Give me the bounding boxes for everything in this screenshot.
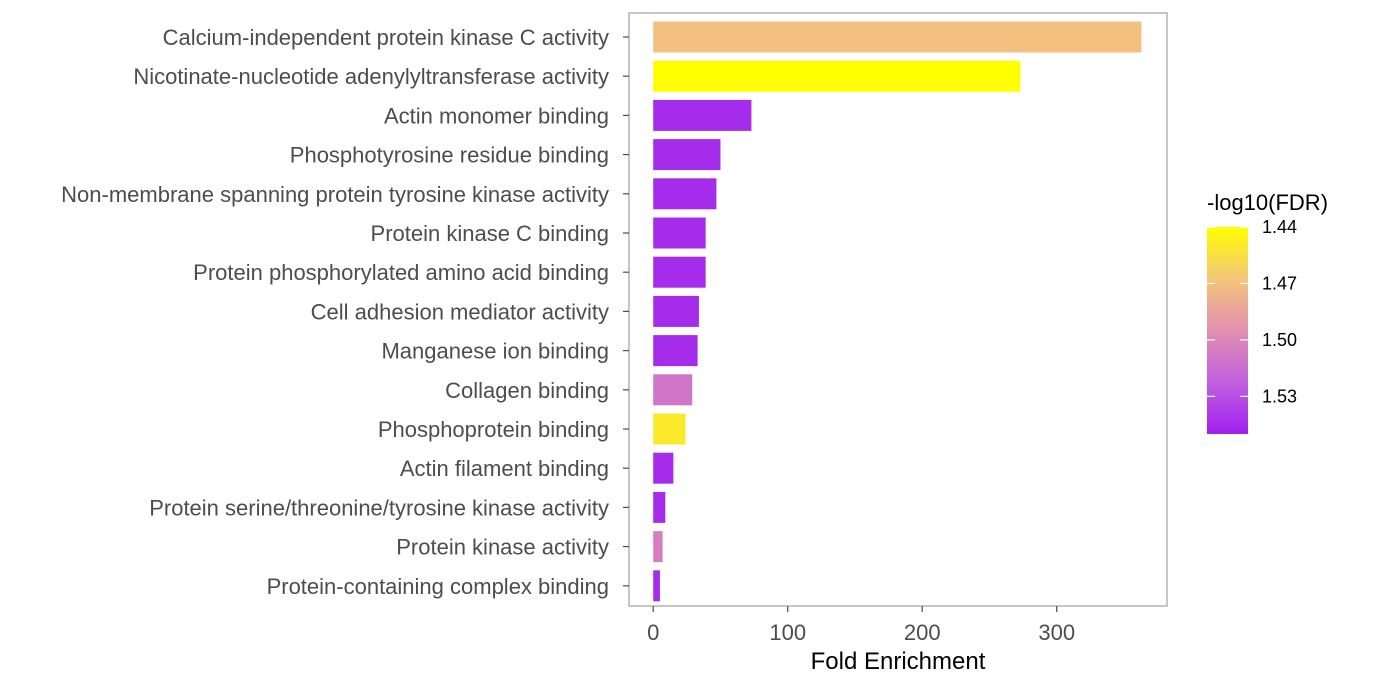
legend-colorbar bbox=[1207, 227, 1248, 434]
x-axis-title: Fold Enrichment bbox=[811, 648, 986, 675]
legend-tick-label: 1.53 bbox=[1262, 386, 1297, 406]
x-tick-label: 0 bbox=[647, 620, 659, 645]
category-label: Nicotinate-nucleotide adenylyltransferas… bbox=[133, 64, 609, 89]
bar bbox=[653, 21, 1142, 53]
x-axis-ticks bbox=[652, 606, 1058, 612]
x-tick-label: 200 bbox=[904, 620, 941, 645]
category-label: Protein kinase activity bbox=[396, 535, 609, 560]
legend-tick-label: 1.47 bbox=[1262, 273, 1297, 293]
category-label: Actin monomer binding bbox=[384, 103, 609, 128]
legend-title: -log10(FDR) bbox=[1207, 190, 1328, 215]
x-tick-label: 300 bbox=[1038, 620, 1075, 645]
category-label: Manganese ion binding bbox=[381, 339, 609, 364]
bar bbox=[653, 256, 706, 288]
category-label: Calcium-independent protein kinase C act… bbox=[163, 25, 609, 50]
x-axis-labels: 0 100 200 300 bbox=[647, 620, 1075, 645]
legend-tick-label: 1.50 bbox=[1262, 330, 1297, 350]
category-label: Phosphotyrosine residue binding bbox=[290, 143, 609, 168]
category-label: Cell adhesion mediator activity bbox=[311, 299, 609, 324]
category-label: Collagen binding bbox=[445, 378, 609, 403]
category-label: Phosphoprotein binding bbox=[378, 417, 609, 442]
bar bbox=[653, 99, 752, 131]
bar bbox=[653, 217, 706, 249]
category-label: Protein serine/threonine/tyrosine kinase… bbox=[149, 495, 609, 520]
bar bbox=[653, 335, 698, 367]
x-tick-label: 100 bbox=[769, 620, 806, 645]
bar bbox=[653, 295, 699, 327]
bar bbox=[653, 178, 717, 210]
category-label: Protein phosphorylated amino acid bindin… bbox=[193, 260, 609, 285]
bar bbox=[653, 452, 674, 484]
legend-tick-label: 1.44 bbox=[1262, 217, 1297, 237]
y-axis-ticks bbox=[623, 36, 629, 587]
category-label: Non-membrane spanning protein tyrosine k… bbox=[61, 182, 609, 207]
bar bbox=[653, 139, 721, 171]
category-label: Protein kinase C binding bbox=[371, 221, 609, 246]
bar bbox=[653, 570, 660, 602]
category-label: Protein-containing complex binding bbox=[267, 574, 609, 599]
bar bbox=[653, 491, 666, 523]
bar bbox=[653, 413, 686, 445]
y-axis-labels: Calcium-independent protein kinase C act… bbox=[61, 25, 609, 599]
bar bbox=[653, 531, 663, 563]
bar bbox=[653, 60, 1021, 92]
category-label: Actin filament binding bbox=[400, 456, 609, 481]
bars bbox=[653, 21, 1142, 602]
legend-ticks: 1.44 1.47 1.50 1.53 bbox=[1207, 217, 1297, 406]
bar bbox=[653, 374, 693, 406]
